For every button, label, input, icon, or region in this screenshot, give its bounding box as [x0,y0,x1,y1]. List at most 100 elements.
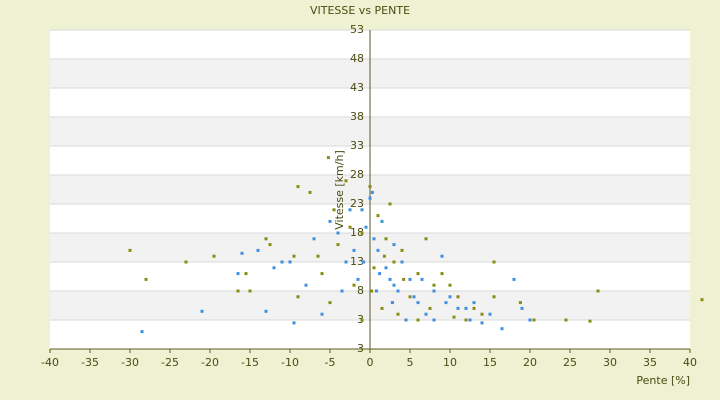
data-point [424,237,428,241]
data-point [308,190,312,194]
data-point [372,237,376,241]
data-point [236,289,240,293]
data-point [564,318,568,322]
y-axis-title: Vitesse [km/h] [333,150,346,230]
data-point [364,225,368,229]
data-point [296,295,300,299]
data-point [370,289,374,293]
data-point [518,301,522,305]
y-tick-label: 28 [350,168,364,181]
data-point [416,318,420,322]
data-point [380,219,384,223]
data-point [128,248,132,252]
data-point [336,243,340,247]
data-point [236,272,240,276]
y-tick-label: 38 [350,110,364,123]
data-point [320,312,324,316]
data-point [240,251,244,255]
data-point [400,248,404,252]
data-point [390,301,394,305]
data-point [432,289,436,293]
chart-title: VITESSE vs PENTE [310,4,410,17]
data-point [340,289,344,293]
data-point [332,208,336,212]
data-point [352,248,356,252]
data-point [392,260,396,264]
data-point [140,330,144,334]
data-point [424,312,428,316]
data-point [316,254,320,258]
data-point [244,272,248,276]
y-tick-label: 18 [350,226,364,239]
y-tick-label: 8 [357,284,364,297]
data-point [392,243,396,247]
data-point [288,260,292,264]
data-point [412,295,416,299]
data-point [432,318,436,322]
data-point [480,312,484,316]
data-point [356,277,360,281]
data-point [256,248,260,252]
x-tick-label: 0 [367,356,374,369]
data-point [296,185,300,189]
data-point [472,301,476,305]
data-point [520,306,524,310]
data-point [144,277,148,281]
x-tick-label: -10 [281,356,299,369]
data-point [370,190,374,194]
x-tick-label: 15 [483,356,497,369]
data-point [362,260,366,264]
data-point [420,277,424,281]
x-tick-label: -25 [161,356,179,369]
data-point [272,266,276,270]
data-point [400,260,404,264]
data-point [312,237,316,241]
data-point [388,277,392,281]
data-point [200,309,204,313]
data-point [528,318,532,322]
data-point [408,277,412,281]
x-tick-label: -5 [325,356,336,369]
data-point [404,318,408,322]
data-point [384,237,388,241]
x-tick-label: 35 [643,356,657,369]
data-point [532,318,536,322]
data-point [348,225,352,229]
data-point [292,254,296,258]
data-point [384,266,388,270]
data-point [368,196,372,200]
x-tick-label: 5 [407,356,414,369]
data-point [348,208,352,212]
data-point [416,272,420,276]
data-point [378,272,382,276]
data-point [352,283,356,287]
data-point [360,318,364,322]
x-tick-label: 25 [563,356,577,369]
data-point [396,289,400,293]
data-point [264,237,268,241]
data-point [280,260,284,264]
data-point [376,248,380,252]
data-point [360,231,364,235]
x-axis-title: Pente [%] [636,374,690,387]
data-point [396,312,400,316]
data-point [488,312,492,316]
data-point [374,289,378,293]
data-point [468,318,472,322]
x-tick-label: -20 [201,356,219,369]
data-point [292,321,296,325]
data-point [440,254,444,258]
data-point [326,156,330,160]
data-point [248,289,252,293]
data-point [428,306,432,310]
data-point [464,318,468,322]
x-tick-label: -30 [121,356,139,369]
data-point [456,306,460,310]
data-point [388,202,392,206]
data-point [268,243,272,247]
data-point [344,179,348,183]
data-point [328,219,332,223]
data-point [432,283,436,287]
data-point [588,319,592,323]
